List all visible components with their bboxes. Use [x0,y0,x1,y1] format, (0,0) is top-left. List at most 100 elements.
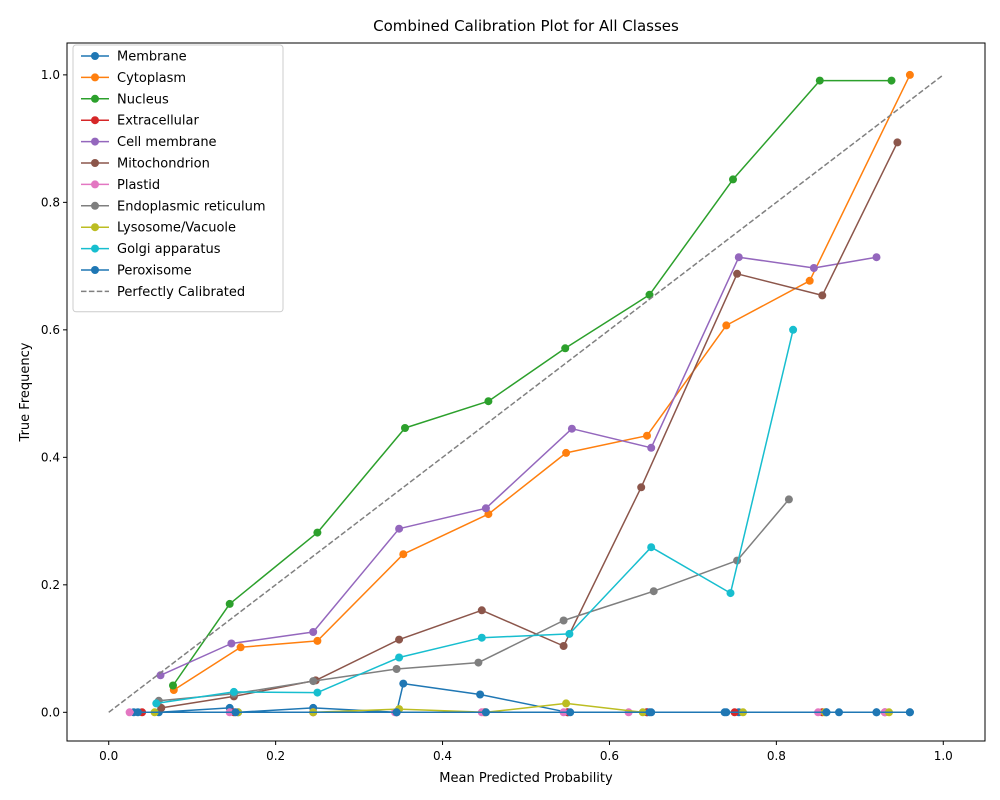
x-tick-label: 0.0 [99,749,118,763]
data-point [729,175,737,184]
data-point [818,291,827,300]
data-point [236,643,245,652]
data-point [229,687,238,696]
legend-label: Perfectly Calibrated [117,285,245,300]
legend-entry: Mitochondrion [81,157,210,172]
data-point [562,699,571,708]
data-point [893,138,902,147]
legend-swatch-marker [91,266,99,274]
legend-label: Membrane [117,50,187,65]
legend-entry: Golgi apparatus [81,242,221,257]
data-point [643,431,651,440]
data-point [395,653,404,662]
legend-label: Golgi apparatus [117,242,221,257]
legend-swatch-marker [91,180,99,189]
data-point [313,636,322,645]
data-point [567,424,576,433]
y-axis-label: True Frequency [18,342,33,442]
series-10 [133,708,914,717]
data-point [887,76,896,85]
data-point [313,528,322,537]
legend-label: Mitochondrion [117,157,210,172]
series-line-4 [160,256,877,676]
data-point [125,708,134,717]
x-tick-label: 0.4 [433,749,452,763]
x-axis: 0.0 0.2 0.4 0.6 0.8 1.0 [99,741,953,763]
legend-entry: Peroxisome [81,264,192,279]
series-2 [169,76,896,690]
data-point [645,708,654,717]
legend-swatch-marker [91,116,99,125]
y-tick-label: 0.2 [41,578,60,592]
data-point [474,658,483,667]
legend-label: Lysosome/Vacuole [117,221,236,236]
data-point [733,269,742,278]
legend-box [72,44,284,313]
legend-swatch-marker [91,94,99,103]
data-point [401,424,409,432]
data-point [726,589,735,598]
y-tick-label: 0.8 [41,195,60,209]
legend-label: Extracellular [117,114,200,129]
data-point [309,677,318,686]
data-point [872,708,881,717]
series-line-1 [173,74,911,691]
data-point [484,397,493,406]
data-point [565,629,574,638]
legend-entry: Plastid [81,178,160,193]
data-point [477,633,486,642]
data-point [481,504,490,513]
legend-entry: Membrane [81,50,187,65]
legend-entry: Nucleus [81,92,169,107]
legend-label: Nucleus [117,92,169,107]
data-point [789,325,798,334]
data-point [481,708,490,717]
data-point [392,665,401,673]
series-9 [152,325,798,708]
data-point [395,524,404,533]
legend-swatch-marker [91,73,99,82]
data-point [720,708,729,717]
data-point [227,639,236,648]
data-point [559,616,568,625]
data-point [647,443,656,452]
series-line-5 [161,142,899,709]
data-point [392,708,401,717]
data-point [905,70,914,79]
series-layer [108,70,944,717]
data-point [477,606,486,615]
data-point [637,483,646,492]
legend-label: Cytoplasm [117,71,186,86]
legend-entry: Extracellular [81,114,200,129]
data-point [872,253,881,262]
data-point [152,699,161,708]
legend-swatch-marker [91,223,99,232]
data-point [815,76,824,85]
legend-label: Endoplasmic reticulum [117,199,265,214]
x-tick-label: 0.2 [266,749,285,763]
data-point [561,344,570,353]
data-point [395,635,404,644]
series-1 [169,70,914,694]
data-point [805,276,814,285]
data-point [566,708,575,717]
data-point [649,587,658,596]
legend-entry: Endoplasmic reticulum [81,199,265,214]
legend-label: Cell membrane [117,135,217,150]
legend-entry: Lysosome/Vacuole [81,221,236,236]
x-axis-label: Mean Predicted Probability [439,771,613,786]
legend: Membrane Cytoplasm Nucleus Extracellular Cel… [72,44,284,313]
legend-swatch-marker [91,52,99,60]
x-tick-label: 0.8 [767,749,786,763]
y-tick-label: 0.0 [41,705,60,719]
plot-frame [66,42,986,742]
legend-swatch-marker [91,244,99,253]
data-point [784,495,793,504]
data-point [399,679,408,688]
data-point [647,543,656,552]
legend-label: Peroxisome [117,264,192,279]
legend-entry: Cell membrane [81,135,217,150]
legend-swatch-marker [91,159,99,167]
data-point [399,550,408,559]
